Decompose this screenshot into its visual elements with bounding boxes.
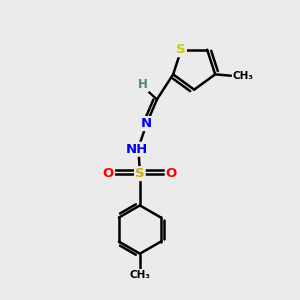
- Text: S: S: [176, 43, 186, 56]
- Text: NH: NH: [126, 143, 148, 156]
- Text: O: O: [166, 167, 177, 179]
- Text: H: H: [138, 78, 148, 91]
- Text: CH₃: CH₃: [232, 71, 254, 81]
- Text: N: N: [141, 117, 152, 130]
- Text: O: O: [103, 167, 114, 179]
- Text: S: S: [135, 167, 145, 180]
- Text: CH₃: CH₃: [129, 270, 150, 280]
